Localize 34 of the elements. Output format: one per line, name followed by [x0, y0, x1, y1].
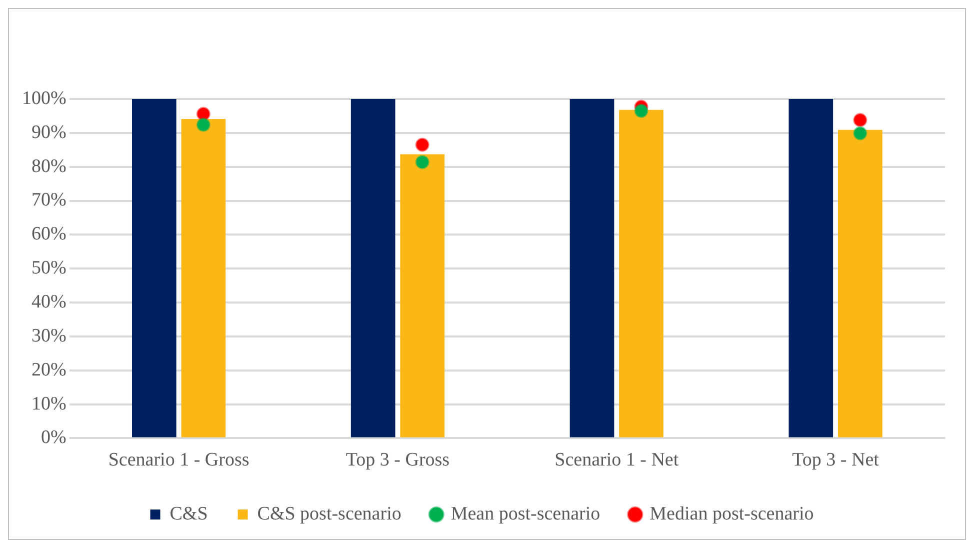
- y-tick-label: 0%: [41, 427, 66, 448]
- x-tick-label: Top 3 - Gross: [346, 450, 450, 471]
- point: [634, 104, 648, 118]
- y-tick-label: 60%: [32, 224, 66, 245]
- x-tick-label: Scenario 1 - Gross: [108, 450, 250, 471]
- bar: [570, 99, 614, 438]
- x-tick-label: Scenario 1 - Net: [554, 450, 680, 471]
- bar: [132, 99, 176, 438]
- bar: [838, 130, 882, 438]
- y-tick-label: 10%: [32, 393, 66, 414]
- point: [196, 106, 210, 121]
- legend-label: C&S: [170, 503, 208, 524]
- bar: [400, 154, 444, 438]
- bar: [788, 99, 834, 438]
- legend-label: C&S post-scenario: [257, 503, 402, 524]
- y-tick-label: 90%: [32, 122, 66, 143]
- y-tick-label: 100%: [22, 88, 66, 109]
- y-tick-label: 30%: [32, 325, 66, 346]
- legend-label: Mean post-scenario: [450, 503, 600, 524]
- legend-label: Median post-scenario: [650, 503, 814, 524]
- point: [415, 155, 430, 170]
- point: [853, 126, 868, 140]
- y-tick-label: 70%: [32, 190, 66, 211]
- point: [853, 113, 868, 128]
- y-tick-label: 40%: [32, 292, 66, 313]
- y-tick-label: 80%: [32, 156, 66, 177]
- point: [196, 118, 210, 132]
- bar: [181, 119, 226, 438]
- x-tick-label: Top 3 - Net: [792, 450, 880, 471]
- y-tick-label: 20%: [32, 359, 66, 380]
- y-tick-label: 50%: [32, 258, 66, 279]
- bar: [619, 110, 664, 438]
- point: [415, 138, 430, 152]
- bar: [350, 99, 396, 438]
